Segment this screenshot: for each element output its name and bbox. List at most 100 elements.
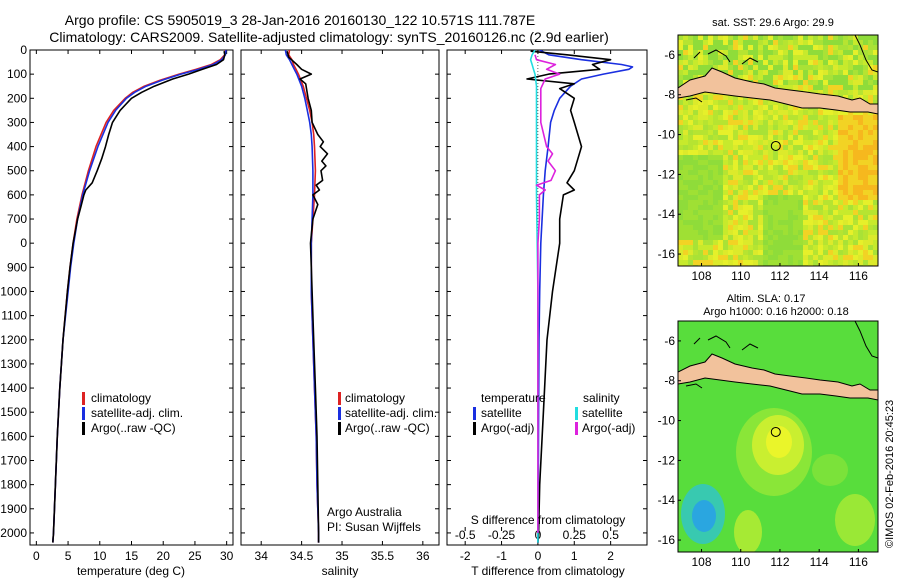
sst-cell xyxy=(678,255,683,260)
sst-cell xyxy=(863,200,868,205)
sst-cell xyxy=(848,210,853,215)
sst-cell xyxy=(848,95,853,100)
sst-cell xyxy=(768,160,773,165)
sst-cell xyxy=(853,130,858,135)
sst-cell xyxy=(863,115,868,120)
sst-cell xyxy=(738,240,743,245)
sst-cell xyxy=(868,140,873,145)
sst-cell xyxy=(728,250,733,255)
sst-cell xyxy=(813,180,818,185)
sst-cell xyxy=(808,200,813,205)
sst-cell xyxy=(733,240,738,245)
sst-cell xyxy=(868,35,873,40)
sst-cell xyxy=(793,65,798,70)
sst-cell xyxy=(733,75,738,80)
sst-cell xyxy=(733,215,738,220)
sst-cell xyxy=(708,205,713,210)
sst-cell xyxy=(798,190,803,195)
sst-cell xyxy=(863,170,868,175)
sst-cell xyxy=(863,90,868,95)
sst-cell xyxy=(743,115,748,120)
sst-cell xyxy=(738,65,743,70)
sst-cell xyxy=(683,235,688,240)
sst-cell xyxy=(763,205,768,210)
sst-cell xyxy=(733,130,738,135)
sst-cell xyxy=(718,140,723,145)
sst-cell xyxy=(873,185,878,190)
s-diff-tick-label: 0.25 xyxy=(563,528,587,542)
sst-cell xyxy=(748,135,753,140)
sst-cell xyxy=(768,235,773,240)
sst-cell xyxy=(868,230,873,235)
sst-cell xyxy=(698,125,703,130)
sst-cell xyxy=(738,60,743,65)
t-difference-axis-label: T difference from climatology xyxy=(471,564,625,578)
sst-cell xyxy=(728,95,733,100)
sst-cell xyxy=(758,225,763,230)
sst-cell xyxy=(748,240,753,245)
sst-cell xyxy=(738,75,743,80)
sst-cell xyxy=(768,45,773,50)
sst-cell xyxy=(708,145,713,150)
sst-cell xyxy=(833,70,838,75)
sst-cell xyxy=(758,100,763,105)
sst-cell xyxy=(758,210,763,215)
sst-cell xyxy=(778,245,783,250)
sst-cell xyxy=(763,250,768,255)
sst-cell xyxy=(758,215,763,220)
depth-tick-label: 0 xyxy=(20,43,27,57)
sst-cell xyxy=(728,120,733,125)
sst-cell xyxy=(683,170,688,175)
sst-cell xyxy=(873,145,878,150)
sst-cell xyxy=(868,150,873,155)
sst-cell xyxy=(823,255,828,260)
sst-cell xyxy=(873,80,878,85)
sst-cell xyxy=(733,190,738,195)
sst-cell xyxy=(718,235,723,240)
sst-cell xyxy=(863,45,868,50)
sst-cell xyxy=(783,175,788,180)
sst-cell xyxy=(823,150,828,155)
sst-cell xyxy=(833,150,838,155)
sst-cell xyxy=(803,260,808,265)
sst-cell xyxy=(808,235,813,240)
sst-cell xyxy=(778,180,783,185)
sst-cell xyxy=(798,60,803,65)
map-y-tick-label: -14 xyxy=(658,493,676,507)
sst-cell xyxy=(753,210,758,215)
sst-cell xyxy=(713,145,718,150)
sst-cell xyxy=(723,205,728,210)
sst-cell xyxy=(863,160,868,165)
sst-cell xyxy=(738,230,743,235)
sst-cell xyxy=(768,170,773,175)
sst-cell xyxy=(778,235,783,240)
sst-cell xyxy=(723,40,728,45)
sst-cell xyxy=(873,215,878,220)
x-tick-label: -1 xyxy=(496,549,507,563)
legend-label-s-argo: Argo(-adj) xyxy=(582,421,635,435)
sst-cell xyxy=(678,45,683,50)
sst-cell xyxy=(838,245,843,250)
sst-cell xyxy=(853,200,858,205)
sst-cell xyxy=(793,35,798,40)
sst-cell xyxy=(763,165,768,170)
sst-cell xyxy=(813,115,818,120)
sst-cell xyxy=(688,95,693,100)
sst-cell xyxy=(693,165,698,170)
sst-cell xyxy=(678,150,683,155)
sst-cell xyxy=(703,170,708,175)
sst-cell xyxy=(778,260,783,265)
sst-cell xyxy=(783,200,788,205)
sst-cell xyxy=(743,100,748,105)
sst-cell xyxy=(778,65,783,70)
sst-cell xyxy=(863,250,868,255)
sst-cell xyxy=(733,100,738,105)
sst-cell xyxy=(803,60,808,65)
salinity-plot-frame xyxy=(240,49,440,546)
sst-cell xyxy=(693,55,698,60)
sst-cell xyxy=(828,50,833,55)
sst-cell xyxy=(733,40,738,45)
sst-cell xyxy=(788,245,793,250)
sst-cell xyxy=(838,115,843,120)
sst-cell xyxy=(763,35,768,40)
